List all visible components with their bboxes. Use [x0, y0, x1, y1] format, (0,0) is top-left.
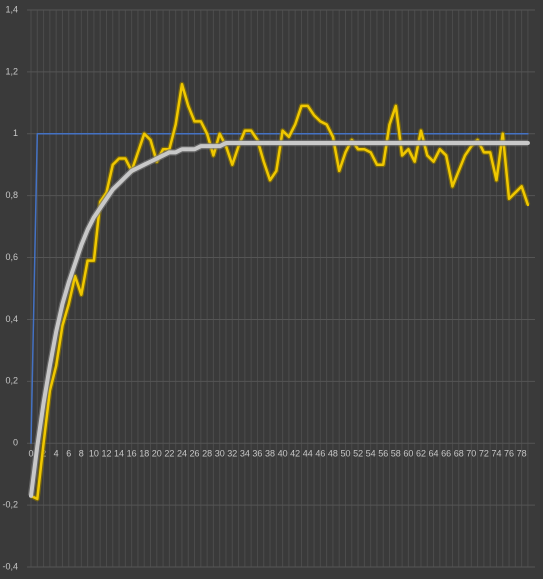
series-line	[30, 133, 529, 444]
x-tick-label: 4	[54, 449, 59, 459]
x-tick-label: 70	[466, 449, 476, 459]
x-tick-label: 62	[416, 449, 426, 459]
y-tick-label: 1,4	[5, 4, 18, 14]
y-tick-label: 0,4	[5, 314, 18, 324]
x-tick-label: 12	[101, 449, 111, 459]
x-tick-label: 78	[517, 449, 527, 459]
x-tick-label: 26	[190, 449, 200, 459]
x-tick-label: 60	[403, 449, 413, 459]
x-tick-label: 50	[340, 449, 350, 459]
x-tick-label: 24	[177, 449, 187, 459]
x-tick-label: 28	[202, 449, 212, 459]
x-tick-label: 22	[164, 449, 174, 459]
x-tick-label: 34	[240, 449, 250, 459]
x-tick-label: 36	[252, 449, 262, 459]
x-tick-label: 72	[479, 449, 489, 459]
x-tick-label: 42	[290, 449, 300, 459]
y-tick-label: 0	[13, 438, 18, 448]
x-tick-label: 32	[227, 449, 237, 459]
y-tick-label: -0,4	[2, 561, 18, 571]
x-tick-label: 58	[391, 449, 401, 459]
series-line	[29, 141, 530, 498]
x-tick-label: 56	[378, 449, 388, 459]
x-tick-label: 6	[66, 449, 71, 459]
x-tick-label: 14	[114, 449, 124, 459]
x-tick-label: 10	[89, 449, 99, 459]
x-tick-label: 64	[429, 449, 439, 459]
x-tick-label: 68	[454, 449, 464, 459]
x-tick-label: 30	[215, 449, 225, 459]
series-line	[29, 83, 530, 501]
x-tick-label: 66	[441, 449, 451, 459]
x-tick-label: 52	[353, 449, 363, 459]
x-tick-label: 40	[278, 449, 288, 459]
x-tick-label: 8	[79, 449, 84, 459]
y-tick-label: 0,8	[5, 190, 18, 200]
y-tick-label: 0,6	[5, 252, 18, 262]
y-tick-label: -0,2	[2, 499, 18, 509]
x-tick-label: 74	[491, 449, 501, 459]
x-tick-label: 20	[152, 449, 162, 459]
x-tick-label: 0	[28, 449, 33, 459]
x-tick-label: 48	[328, 449, 338, 459]
x-tick-label: 76	[504, 449, 514, 459]
x-tick-label: 54	[366, 449, 376, 459]
x-tick-label: 16	[127, 449, 137, 459]
x-tick-label: 44	[303, 449, 313, 459]
x-tick-label: 18	[139, 449, 149, 459]
y-tick-label: 1	[13, 128, 18, 138]
y-tick-label: 1,2	[5, 66, 18, 76]
y-tick-label: 0,2	[5, 376, 18, 386]
x-tick-label: 38	[265, 449, 275, 459]
x-tick-label: 46	[315, 449, 325, 459]
